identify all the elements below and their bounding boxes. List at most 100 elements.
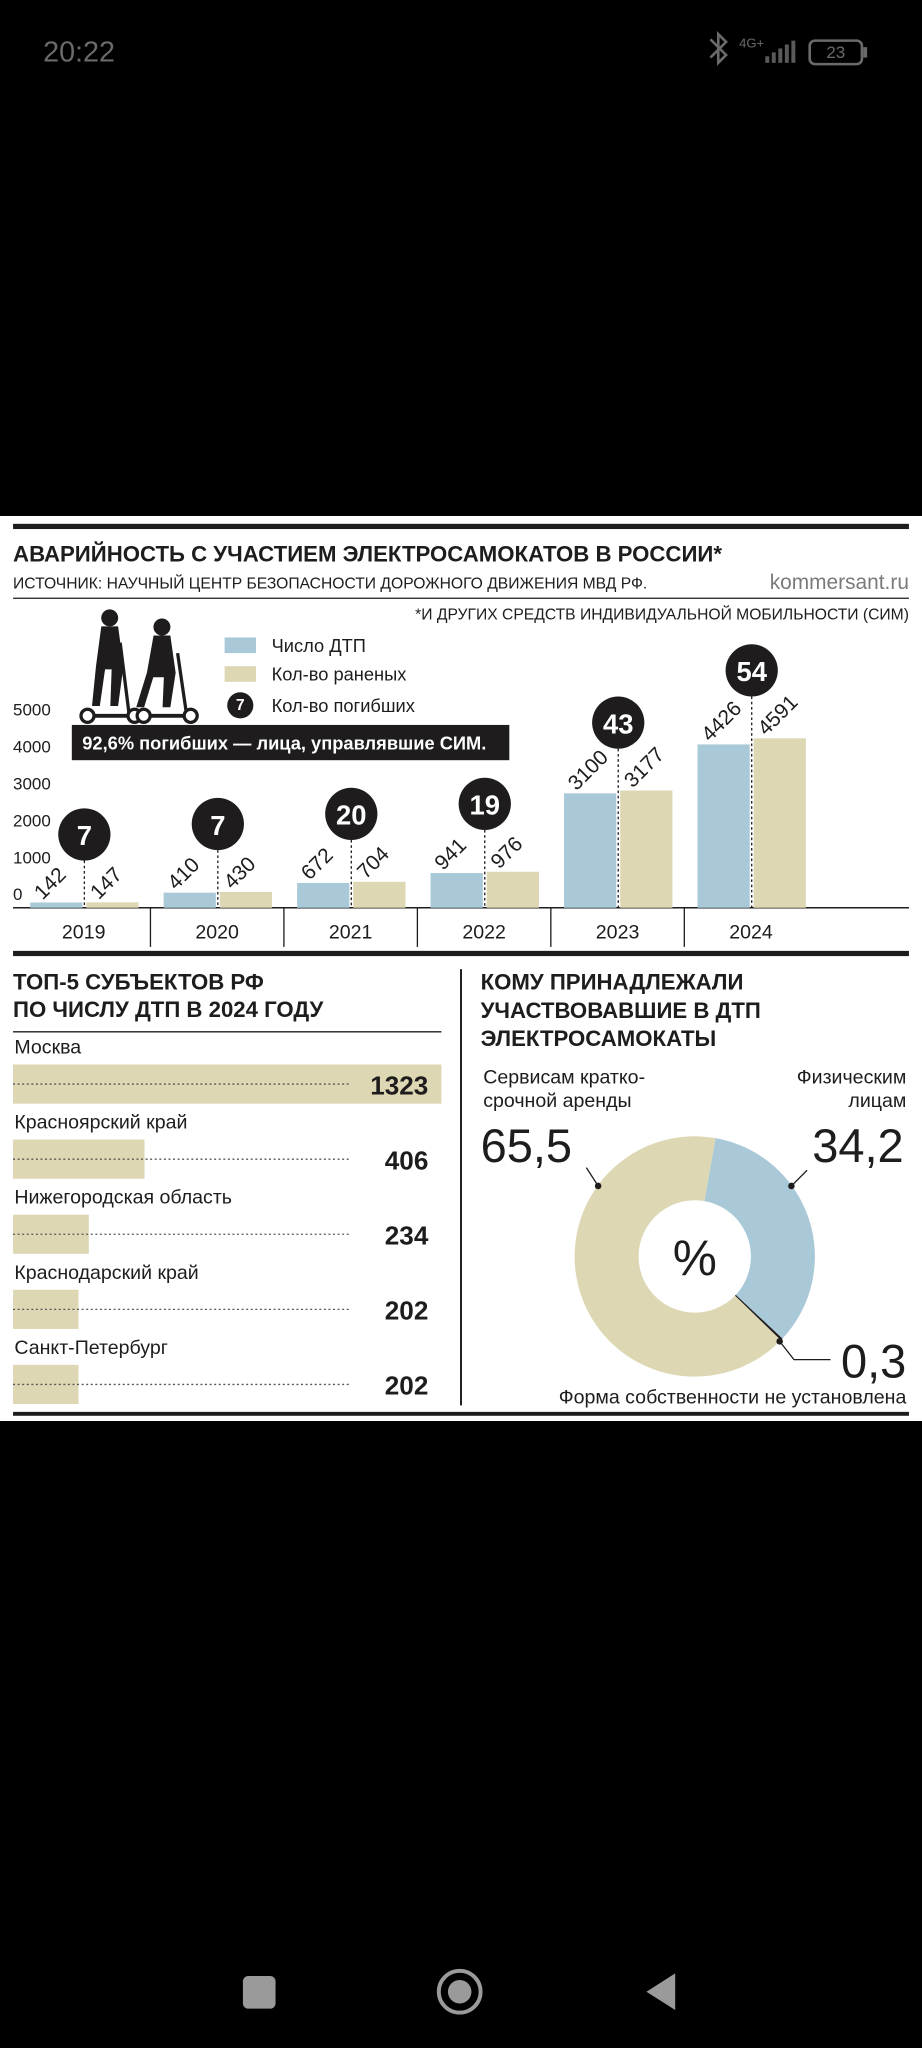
category-label: Санкт-Петербург [14,1337,168,1359]
bar [297,882,350,908]
legend-swatch [227,692,254,719]
category-label: Нижегородская область [14,1187,232,1209]
bar [486,871,539,908]
footnote: *И ДРУГИХ СРЕДСТВ ИНДИВИДУАЛЬНОЙ МОБИЛЬН… [415,605,909,624]
leader-line [779,1340,831,1361]
bar [353,881,406,908]
mid-rule [13,950,909,957]
bar [620,790,673,908]
annotation-box [71,724,510,761]
donut-segment [574,1136,781,1377]
value-label: 234 [385,1221,429,1251]
leader-dot [776,1338,783,1345]
legend-sample: 7 [236,697,245,714]
bar [219,891,273,908]
signal-icon [765,40,796,63]
x-tick-label: 2024 [729,922,773,944]
death-label: 19 [470,790,500,821]
donut-segment [735,1294,783,1341]
status-network: 4G+ [739,36,764,51]
bar [753,738,806,908]
chart-title: ТОП-5 СУБЪЕКТОВ РФ [13,970,264,995]
death-marker [325,787,378,840]
legend-swatch [224,637,256,654]
death-marker [458,777,511,830]
status-time: 20:22 [43,36,115,68]
category-label: Краснодарский край [14,1262,198,1284]
annotation: 92,6% погибших — лица, управлявшие СИМ. [82,733,486,754]
infographic: АВАРИЙНОСТЬ С УЧАСТИЕМ ЭЛЕКТРОСАМОКАТОВ … [0,515,922,1422]
value-label: 0,3 [841,1334,906,1387]
bar [30,902,83,908]
donut-segment [704,1138,815,1339]
center-label: % [673,1230,717,1286]
chart-title: АВАРИЙНОСТЬ С УЧАСТИЕМ ЭЛЕКТРОСАМОКАТОВ … [13,541,722,566]
top-rule [13,523,909,530]
leader-dot [788,1182,795,1190]
nav-home-button[interactable] [436,1968,483,2015]
bottom-rule [13,1411,909,1416]
bluetooth-icon [709,30,728,66]
source: ИСТОЧНИК: НАУЧНЫЙ ЦЕНТР БЕЗОПАСНОСТИ ДОР… [13,573,647,592]
x-tick-label: 2019 [62,922,106,944]
legend-label: Кол-во погибших [272,695,415,716]
scooter-illustration [79,609,199,724]
y-tick-label: 3000 [13,774,51,793]
death-label: 43 [603,708,633,739]
chart-title: ЭЛЕКТРОСАМОКАТЫ [481,1026,717,1051]
death-marker [725,644,778,697]
segment-label: Сервисам кратко- [483,1067,645,1089]
value-label: 406 [385,1145,429,1175]
battery-tip [863,47,868,58]
nav-recents-button[interactable] [242,1976,276,2009]
value-label: 202 [385,1296,429,1326]
death-label: 54 [736,656,767,687]
value-label: 34,2 [812,1119,903,1172]
x-tick-label: 2023 [596,922,640,944]
site: kommersant.ru [770,571,909,594]
y-tick-label: 1000 [13,848,51,867]
leader-line [585,1167,599,1187]
status-battery: 23 [826,43,845,62]
segment-label: Форма собственности не установлена [559,1387,907,1409]
y-tick-label: 0 [13,885,22,904]
legend-label: Кол-во раненых [272,664,407,685]
bar [697,744,750,908]
death-marker [191,797,244,851]
bar [430,873,483,908]
x-tick-label: 2022 [462,922,506,944]
leader-line [790,1169,808,1187]
category-label: Красноярский край [14,1112,187,1134]
segment-label: Физическим [797,1067,907,1089]
death-label: 7 [210,810,225,841]
y-tick-label: 5000 [13,701,51,720]
nav-back-button[interactable] [646,1973,676,2010]
y-tick-label: 4000 [13,738,51,757]
bar [163,892,216,908]
bar [86,902,139,908]
value-label: 202 [385,1371,429,1401]
death-label: 20 [336,800,366,831]
category-label: Москва [14,1037,81,1059]
value-label: 65,5 [481,1119,572,1172]
chart-title: ПО ЧИСЛУ ДТП В 2024 ГОДУ [13,997,324,1022]
death-marker [592,696,645,749]
death-marker [58,808,111,861]
segment-label: срочной аренды [483,1090,631,1112]
bar [13,1064,442,1104]
bar [564,793,617,908]
value-label: 1323 [370,1070,428,1100]
y-tick-label: 2000 [13,811,51,830]
legend-label: Число ДТП [272,635,366,656]
legend-swatch [224,666,256,682]
leader-dot [594,1182,602,1190]
x-tick-label: 2020 [195,922,239,944]
battery-icon [808,39,864,66]
segment-label: лицам [848,1090,906,1112]
death-label: 7 [77,820,92,851]
x-tick-label: 2021 [329,922,373,944]
chart-title: УЧАСТВОВАВШИЕ В ДТП [481,998,761,1023]
chart-title: КОМУ ПРИНАДЛЕЖАЛИ [481,970,744,995]
